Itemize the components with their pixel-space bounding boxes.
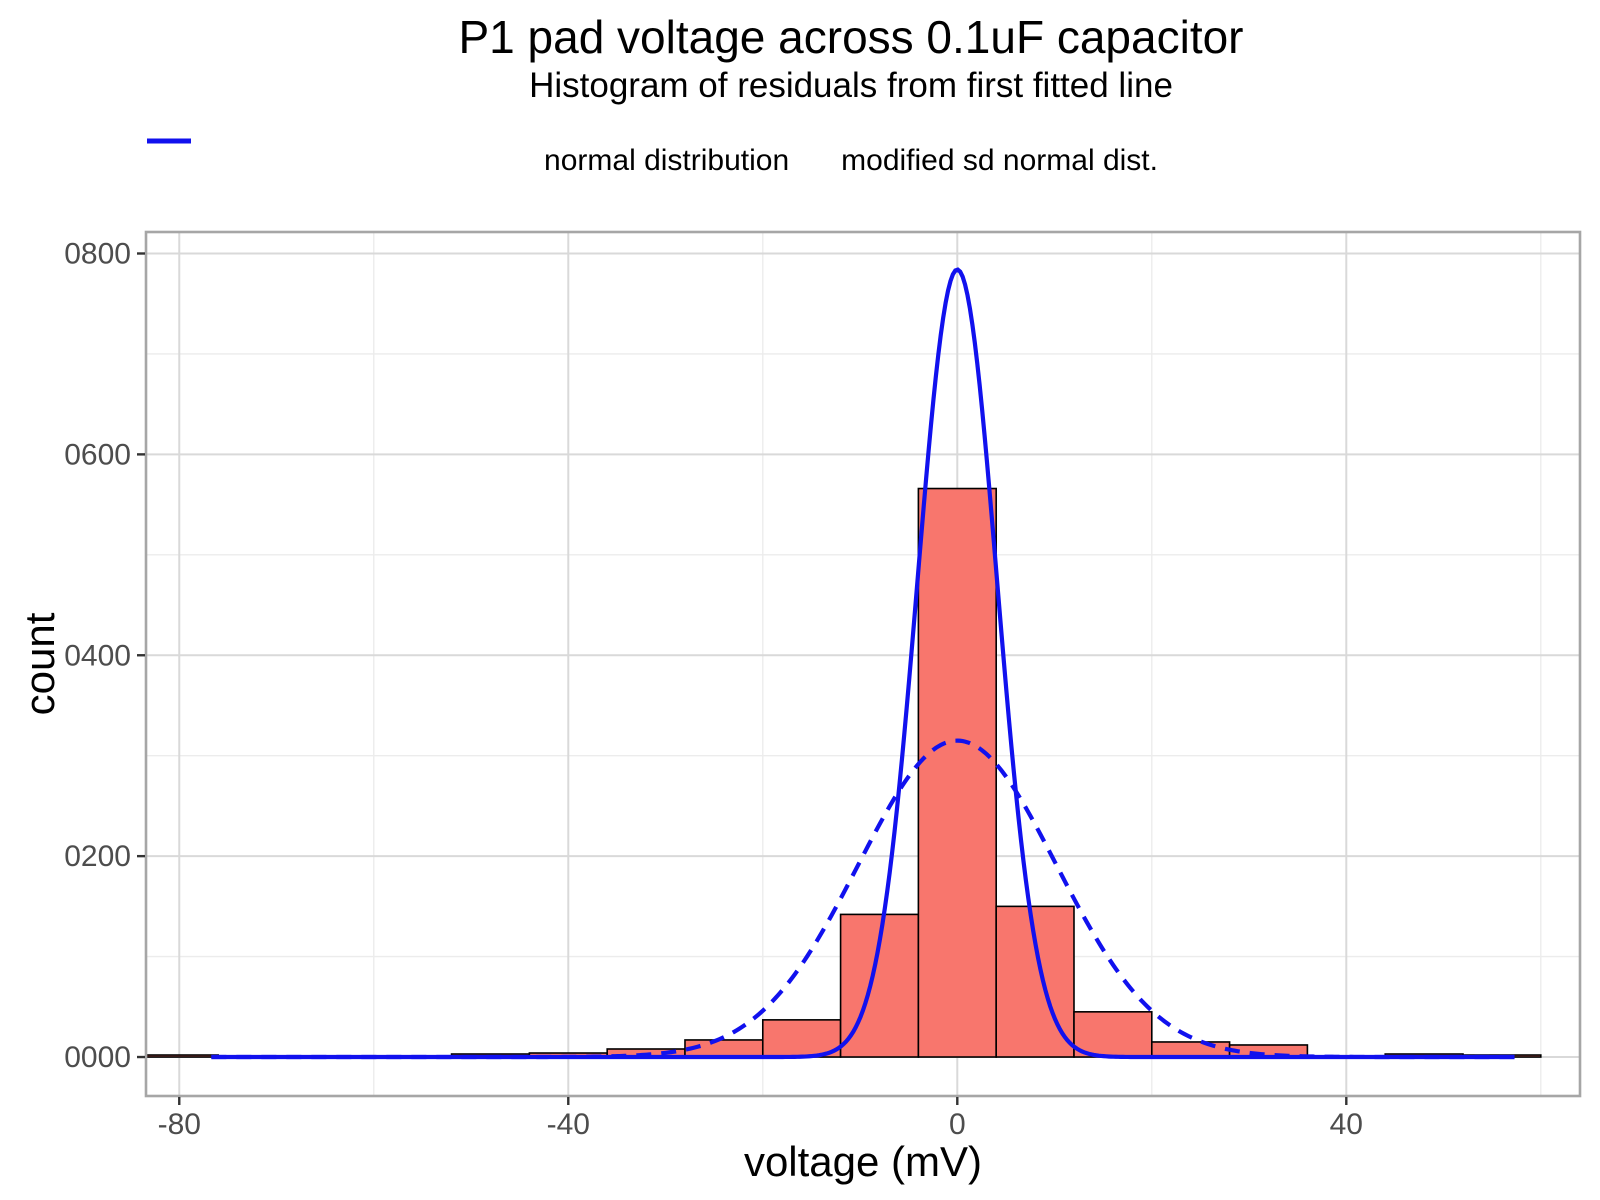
x-tick-label: 40 [1330,1108,1363,1141]
fitted-curves [211,267,1515,1060]
axis-ticks: -80 -40 0 40 0000 0200 0400 0600 0800 [64,237,1363,1141]
x-tick-label: -80 [158,1108,201,1141]
legend: normal distribution modified sd normal d… [146,136,1556,186]
legend-item-label: normal distribution [544,144,790,177]
y-tick-label: 0600 [64,438,131,471]
y-axis-title: count [16,612,63,716]
histogram-bar [1073,1011,1153,1058]
x-tick-label: 0 [949,1108,966,1141]
y-tick-label: 0800 [64,237,131,270]
x-tick-label: -40 [547,1108,590,1141]
legend-item-label: modified sd normal dist. [841,144,1158,177]
y-tick-label: 0200 [64,840,131,873]
modified-sd-normal-curve [211,267,1515,1060]
legend-item-modified-sd: modified sd normal dist. [147,138,1158,178]
histogram-bars [146,487,1542,1058]
y-tick-label: 0400 [64,639,131,672]
y-tick-label: 0000 [64,1041,131,1074]
histogram-bar [917,487,997,1058]
histogram-bar [1150,1041,1231,1058]
legend-item-normal-distribution: normal distribution [147,138,790,178]
panel-border [144,230,1582,1098]
plot-title: P1 pad voltage across 0.1uF capacitor [458,11,1244,63]
solid-line-icon [147,138,191,144]
histogram-bar [146,1054,219,1058]
x-axis-title: voltage (mV) [743,1138,983,1185]
histogram-bar [761,1019,842,1058]
plot-subtitle: Histogram of residuals from first fitted… [529,66,1173,105]
